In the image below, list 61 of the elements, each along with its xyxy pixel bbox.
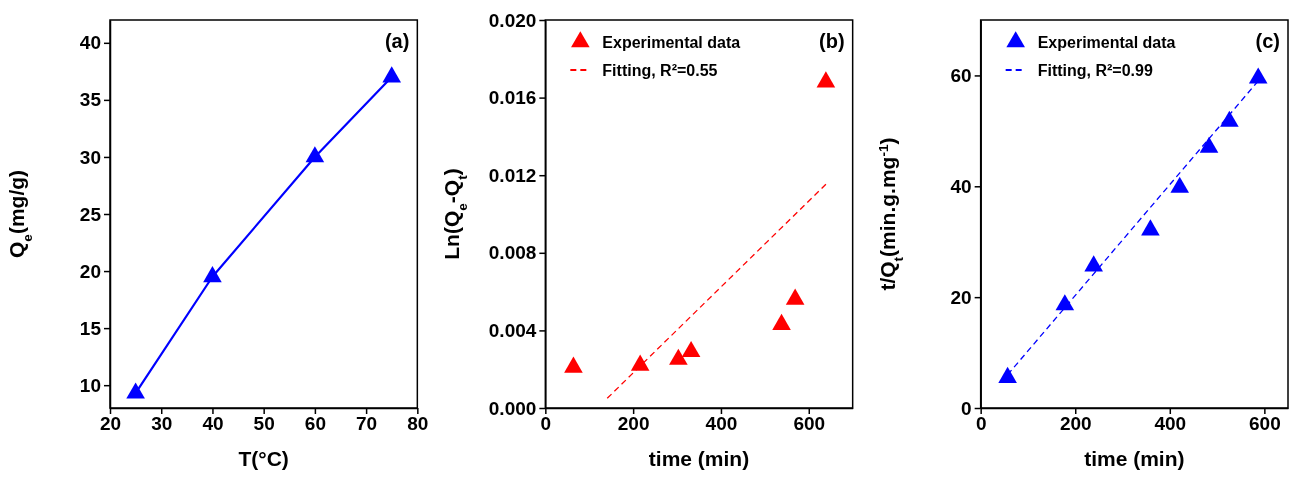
point xyxy=(1170,176,1190,193)
x-tick-label: 60 xyxy=(304,413,326,435)
point xyxy=(564,356,583,373)
y-tick-label: 40 xyxy=(79,32,101,54)
point xyxy=(785,288,805,305)
x-axis-title: time (min) xyxy=(648,447,750,470)
x-tick-label: 80 xyxy=(407,413,429,435)
legend-label: Experimental data xyxy=(602,34,741,51)
x-tick-label: 0 xyxy=(540,413,552,435)
legend-label: Fitting, R²=0.55 xyxy=(602,62,718,79)
point xyxy=(772,313,791,330)
legend-label: Experimental data xyxy=(1037,34,1176,51)
y-tick-label: 0.020 xyxy=(488,9,537,31)
x-tick-label: 400 xyxy=(705,413,738,435)
y-tick-label: 0.000 xyxy=(488,397,537,419)
y-tick-label: 60 xyxy=(950,65,972,87)
y-tick-label: 20 xyxy=(79,260,101,282)
x-tick-label: 0 xyxy=(975,413,987,435)
text: (b) xyxy=(819,30,845,52)
point xyxy=(998,366,1017,383)
x-tick-label: 200 xyxy=(1059,413,1092,435)
x-tick-label: 20 xyxy=(99,413,122,435)
point xyxy=(669,348,688,365)
y-tick-label: 0.008 xyxy=(488,242,537,264)
y-tick-label: 40 xyxy=(950,175,972,197)
point xyxy=(382,66,402,83)
point xyxy=(1220,110,1239,127)
point xyxy=(630,354,650,371)
x-tick-label: 600 xyxy=(1249,413,1281,435)
point xyxy=(816,71,836,88)
y-tick-label: 0.004 xyxy=(488,319,537,341)
y-tick-label: 15 xyxy=(79,317,102,339)
text: (a) xyxy=(384,30,410,52)
point xyxy=(1199,136,1219,153)
y-tick-label: 35 xyxy=(79,89,102,111)
y-tick-label: 30 xyxy=(79,146,101,168)
y-tick-label: 0 xyxy=(961,397,972,419)
x-tick-label: 200 xyxy=(617,413,650,435)
y-tick-label: 0.016 xyxy=(488,87,537,109)
y-tick-label: 25 xyxy=(79,203,102,225)
x-tick-label: 600 xyxy=(793,413,826,435)
text: (c) xyxy=(1255,30,1280,52)
y-tick-label: 10 xyxy=(79,374,101,396)
point xyxy=(305,146,325,163)
y-tick-label: 20 xyxy=(950,286,972,308)
point xyxy=(1141,219,1160,236)
x-tick-label: 70 xyxy=(356,413,378,435)
point xyxy=(681,340,701,358)
point xyxy=(1055,294,1075,311)
point xyxy=(126,382,145,399)
x-tick-label: 50 xyxy=(253,413,275,435)
y-tick-label: 0.012 xyxy=(488,164,537,186)
x-axis-title: time (min) xyxy=(1084,447,1185,470)
x-tick-label: 400 xyxy=(1154,413,1187,435)
x-axis-title: T(°C) xyxy=(238,447,289,470)
point xyxy=(1248,67,1268,84)
x-tick-label: 30 xyxy=(151,413,173,435)
point xyxy=(1084,255,1103,272)
legend-label: Fitting, R²=0.99 xyxy=(1037,62,1153,79)
point xyxy=(203,266,222,283)
x-tick-label: 40 xyxy=(202,413,224,435)
